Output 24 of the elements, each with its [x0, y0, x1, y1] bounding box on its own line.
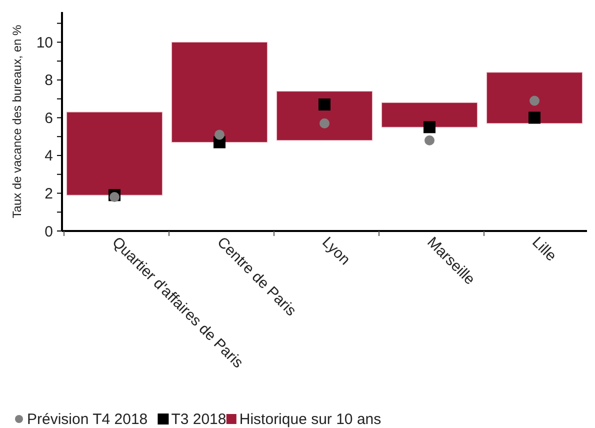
y-axis-title: Taux de vacance des bureaux, en %	[10, 24, 24, 218]
y-tick-label: 6	[44, 110, 53, 127]
point	[110, 192, 120, 202]
y-tick-label: 2	[44, 185, 53, 202]
bar	[171, 42, 268, 143]
legend-label: Prévision T4 2018	[27, 411, 148, 428]
y-tick-label: 8	[44, 72, 53, 90]
legend-label: Historique sur 10 ans	[239, 411, 382, 428]
point	[318, 98, 330, 111]
legend-label: T3 2018	[171, 411, 226, 428]
bar	[381, 102, 478, 128]
point	[424, 121, 436, 134]
point	[530, 96, 540, 106]
point	[424, 135, 434, 146]
y-tick-label: 10	[36, 34, 53, 52]
x-tick-label: Lille	[528, 234, 560, 265]
bar	[276, 90, 373, 141]
point	[528, 112, 540, 124]
point	[214, 130, 224, 140]
bar	[66, 112, 163, 196]
y-tick-label: 4	[44, 148, 53, 165]
bar	[486, 72, 583, 124]
point	[320, 118, 330, 128]
y-tick-label: 0	[44, 223, 53, 240]
